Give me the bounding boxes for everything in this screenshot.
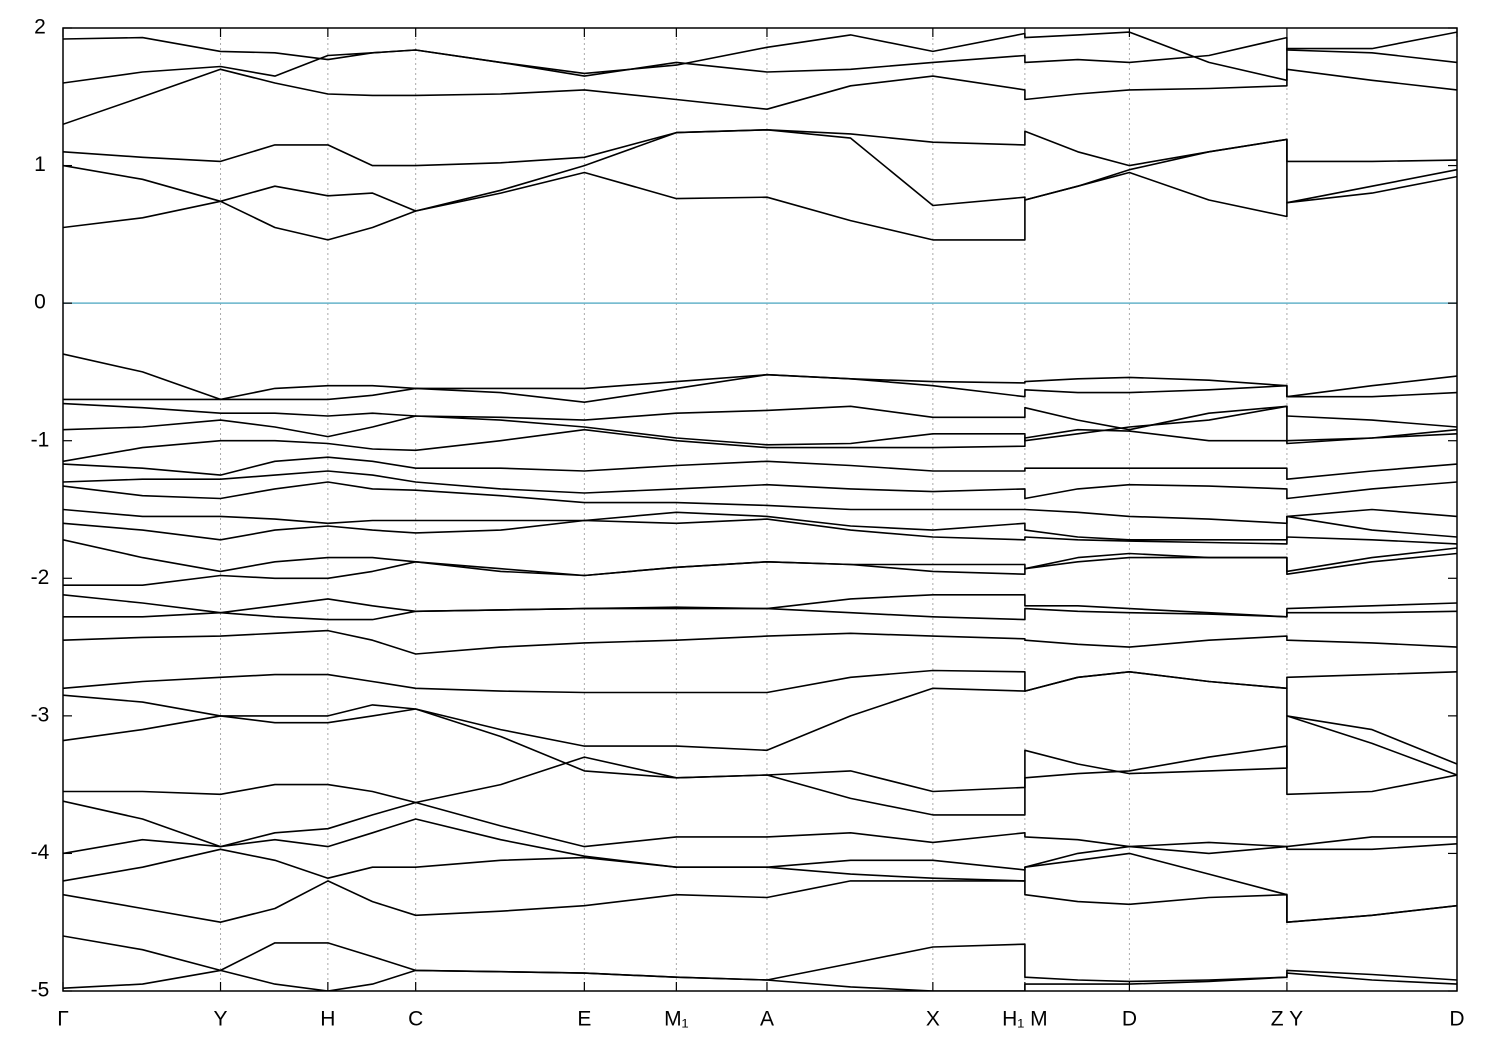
- x-tick-label: A: [760, 1008, 774, 1031]
- band-line: [63, 68, 1457, 126]
- band-line: [63, 36, 1457, 84]
- y-tick-label: -1: [31, 428, 50, 451]
- bands-layer: [63, 31, 1457, 991]
- band-line: [63, 607, 1457, 621]
- plot-frame: [62, 27, 1458, 992]
- band-line: [63, 373, 1457, 403]
- x-tick-label: H₁ M: [1002, 1008, 1048, 1031]
- band-line: [63, 518, 1457, 545]
- y-tick-label: -2: [31, 566, 50, 589]
- band-line: [63, 405, 1457, 446]
- y-tick-label: 0: [34, 291, 46, 314]
- band-line: [63, 715, 1457, 816]
- x-tick-label: Y: [214, 1008, 228, 1031]
- x-tick-label: D: [1449, 1008, 1464, 1031]
- x-tick-label: E: [577, 1008, 591, 1031]
- band-line: [63, 456, 1457, 480]
- band-line: [63, 508, 1457, 541]
- band-line: [63, 547, 1457, 586]
- band-line: [63, 848, 1457, 923]
- y-tick-label: 2: [34, 16, 46, 39]
- band-line: [63, 171, 1457, 241]
- x-tick-label: X: [926, 1008, 940, 1031]
- band-line: [63, 800, 1457, 848]
- y-tick-label: -4: [31, 841, 50, 864]
- x-tick-label: C: [408, 1008, 423, 1031]
- band-line: [63, 129, 1457, 167]
- band-line: [63, 671, 1457, 765]
- x-tick-label: Γ: [57, 1008, 69, 1031]
- band-line: [63, 880, 1457, 923]
- band-line: [63, 428, 1457, 463]
- x-tick-label: H: [320, 1008, 335, 1031]
- y-tick-label: -3: [31, 703, 50, 726]
- y-tick-label: 1: [34, 153, 46, 176]
- band-line: [63, 470, 1457, 500]
- labels-layer: -5 -4 -3 -2 -1 0 1 2 Γ Y H C E M₁ A X H₁ M D Z Y D: [31, 16, 1465, 1031]
- band-line: [63, 708, 1457, 796]
- x-tick-label: M₁: [664, 1008, 689, 1031]
- band-line: [63, 818, 1457, 871]
- y-tick-label: -5: [31, 979, 50, 1002]
- band-line: [63, 402, 1457, 431]
- x-tick-label: Z Y: [1271, 1008, 1303, 1031]
- band-line: [63, 969, 1457, 991]
- band-line: [63, 629, 1457, 655]
- band-line: [63, 31, 1457, 82]
- band-line: [63, 481, 1457, 525]
- x-tick-label: D: [1122, 1008, 1137, 1031]
